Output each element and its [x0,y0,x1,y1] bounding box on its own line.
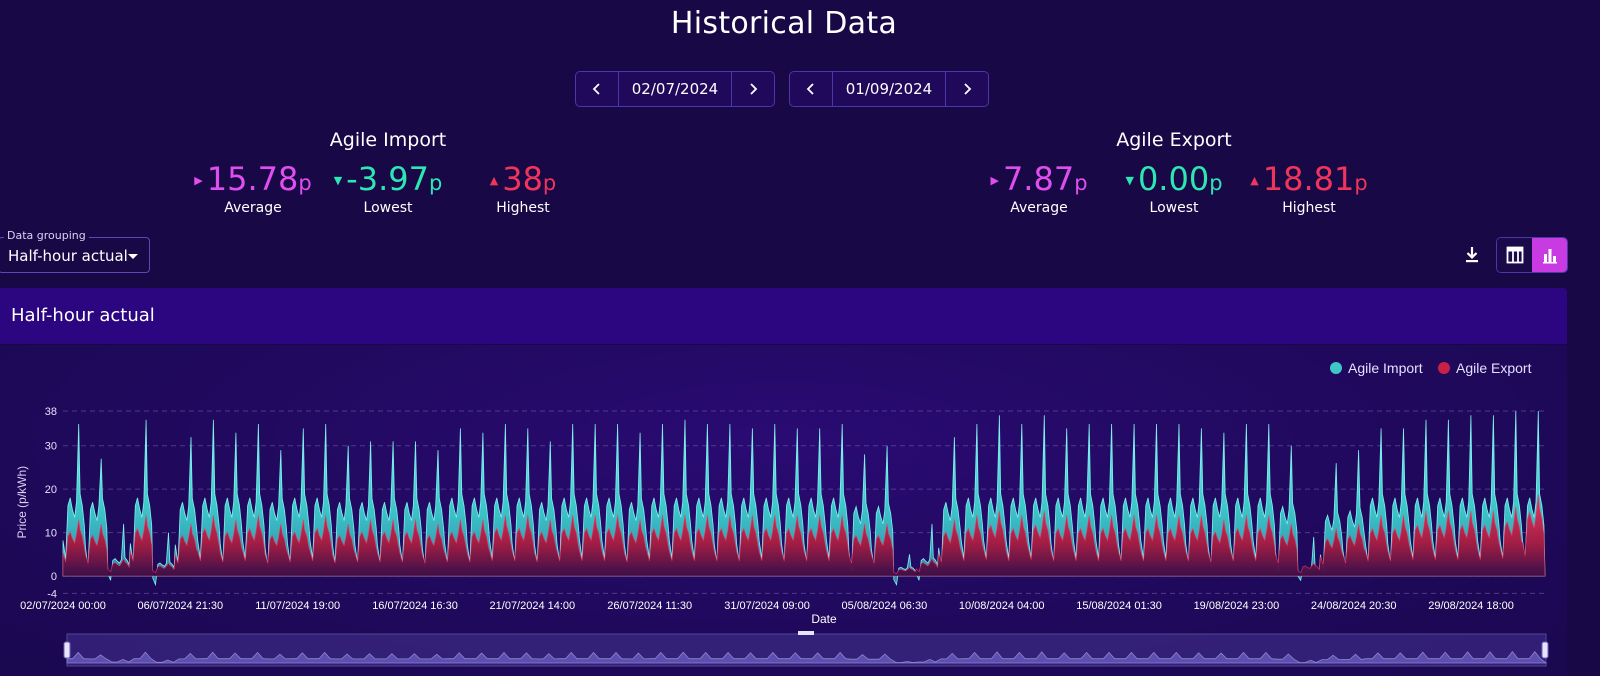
legend-marker [1330,362,1342,374]
navigator-drag-handle [798,631,814,635]
import-average-stat: ▶ 15.78 p Average [183,160,323,216]
y-tick-label: 38 [45,406,57,418]
y-tick-label: 0 [51,571,57,583]
chevron-right-icon [750,83,758,95]
end-date-picker: 01/09/2024 [789,71,989,107]
export-series-area [62,494,1546,577]
legend-label: Agile Import [1348,360,1423,376]
navigator-series [66,650,1548,664]
download-button[interactable] [1461,244,1483,266]
start-date-value[interactable]: 02/07/2024 [618,72,732,106]
export-lowest-stat: ▼ 0.00 p Lowest [1104,160,1244,216]
chevron-left-icon [592,83,600,95]
import-stats-title: Agile Import [329,129,447,151]
data-grouping-label: Data grouping [4,229,89,242]
start-date-picker: 02/07/2024 [575,71,775,107]
y-tick-label: 20 [45,484,57,496]
triangle-up-icon: ▲ [1250,174,1259,187]
import-highest-label: Highest [496,200,550,216]
table-view-button[interactable] [1497,238,1532,272]
navigator-left-handle [63,641,71,659]
triangle-down-icon: ▼ [1125,174,1134,187]
download-icon [1466,247,1478,263]
chart-panel-body: -4 0 10 20 30 38 Price (p/kWh) 02/07/2024 00:00… [0,345,1567,676]
x-tick-label: 26/07/2024 11:30 [607,600,692,612]
import-average-unit: p [298,171,312,195]
import-average-label: Average [224,200,282,216]
start-date-next-button[interactable] [732,72,774,106]
export-highest-unit: p [1354,171,1368,195]
export-average-stat: ▶ 7.87 p Average [969,160,1109,216]
triangle-right-icon: ▶ [194,174,203,187]
legend-marker [1438,362,1450,374]
x-tick-label: 10/08/2024 04:00 [959,600,1045,612]
end-date-next-button[interactable] [946,72,988,106]
price-chart: -4 0 10 20 30 38 Price (p/kWh) 02/07/2024 00:00… [15,360,1549,667]
x-tick-label: 11/07/2024 19:00 [255,600,340,612]
x-tick-label: 02/07/2024 00:00 [20,600,106,612]
page-title: Historical Data [670,6,898,41]
x-tick-label: 21/07/2024 14:00 [490,600,576,612]
x-tick-label: 24/08/2024 20:30 [1311,600,1397,612]
y-axis-title: Price (p/kWh) [15,466,29,539]
import-highest-stat: ▲ 38 p Highest [453,160,593,216]
import-highest-unit: p [542,171,557,195]
x-tick-label: 05/08/2024 06:30 [842,600,928,612]
export-average-unit: p [1074,171,1088,195]
caret-down-icon [128,254,138,259]
x-tick-label: 31/07/2024 09:00 [724,600,810,612]
export-lowest-unit: p [1209,171,1223,195]
export-lowest-value: 0.00 [1137,160,1210,198]
y-tick-label: -4 [47,588,57,600]
chart-view-button[interactable] [1532,238,1567,272]
import-average-value: 15.78 [206,160,299,198]
export-average-label: Average [1010,200,1068,216]
import-lowest-unit: p [428,171,443,195]
export-highest-stat: ▲ 18.81 p Highest [1239,160,1379,216]
import-highest-value: 38 [502,160,543,198]
export-stats-title: Agile Export [1116,129,1232,151]
data-grouping-select[interactable]: Data grouping Half-hour actual [0,229,150,273]
legend-label: Agile Export [1456,360,1532,376]
export-highest-value: 18.81 [1262,160,1355,198]
bar-chart-icon [1542,249,1557,264]
import-lowest-label: Lowest [363,200,413,216]
chevron-right-icon [964,83,972,95]
x-tick-label: 15/08/2024 01:30 [1076,600,1162,612]
chart-panel-header: Half-hour actual [0,288,1567,344]
triangle-up-icon: ▲ [489,174,499,187]
y-tick-label: 10 [45,528,57,540]
end-date-prev-button[interactable] [790,72,832,106]
chart-panel-title: Half-hour actual [11,305,155,326]
table-icon [1506,246,1523,264]
export-highest-label: Highest [1282,200,1336,216]
chevron-left-icon [806,83,814,95]
x-tick-label: 16/07/2024 16:30 [372,600,458,612]
import-lowest-stat: ▼ -3.97 p Lowest [318,160,458,216]
x-axis-title: Date [811,612,837,626]
triangle-right-icon: ▶ [990,174,999,187]
navigator-right-handle [1541,641,1549,659]
x-tick-label: 06/07/2024 21:30 [138,600,224,612]
triangle-down-icon: ▼ [333,174,343,187]
view-toggle [1496,237,1568,273]
x-tick-label: 29/08/2024 18:00 [1428,600,1514,612]
start-date-prev-button[interactable] [576,72,618,106]
export-lowest-label: Lowest [1149,200,1199,216]
export-average-value: 7.87 [1002,160,1075,198]
y-tick-label: 30 [45,441,57,453]
x-tick-label: 19/08/2024 23:00 [1194,600,1280,612]
import-lowest-value: -3.97 [346,160,429,198]
end-date-value[interactable]: 01/09/2024 [832,72,946,106]
data-grouping-value: Half-hour actual [8,247,128,265]
